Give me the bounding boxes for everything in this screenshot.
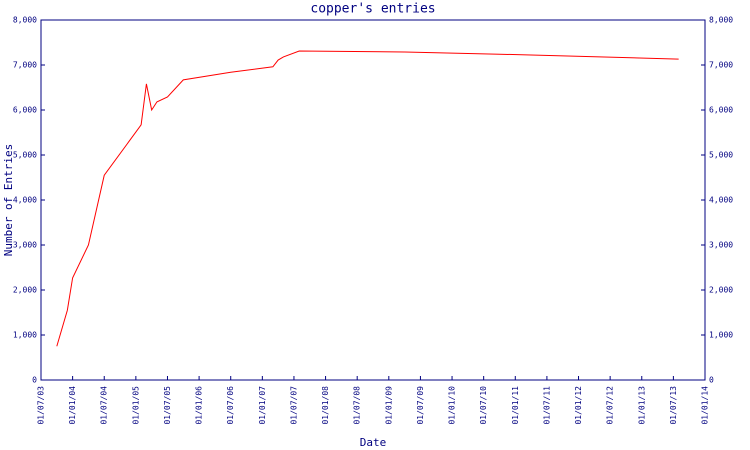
x-tick-label: 01/07/07 bbox=[289, 386, 298, 425]
y-tick-label: 1,000 bbox=[13, 331, 37, 340]
x-tick-label: 01/07/10 bbox=[479, 386, 488, 425]
chart-title: copper's entries bbox=[310, 2, 435, 17]
x-tick-label: 01/01/12 bbox=[574, 386, 583, 425]
y2-tick-label: 1,000 bbox=[709, 331, 733, 340]
x-tick-label: 01/07/11 bbox=[542, 386, 551, 425]
x-tick-label: 01/07/04 bbox=[100, 386, 109, 425]
x-tick-label: 01/01/04 bbox=[68, 386, 77, 425]
data-line bbox=[56, 50, 679, 347]
x-tick-label: 01/01/08 bbox=[321, 386, 330, 425]
y-tick-label: 8,000 bbox=[13, 16, 37, 25]
x-axis-label: Date bbox=[360, 436, 387, 449]
x-tick-label: 01/01/07 bbox=[258, 386, 267, 425]
x-tick-label: 01/01/11 bbox=[511, 386, 520, 425]
y-tick-label: 4,000 bbox=[13, 196, 37, 205]
y2-tick-label: 4,000 bbox=[709, 196, 733, 205]
y-tick-label: 2,000 bbox=[13, 286, 37, 295]
y2-tick-label: 0 bbox=[709, 376, 714, 385]
y2-tick-label: 5,000 bbox=[709, 151, 733, 160]
x-tick-label: 01/01/06 bbox=[195, 386, 204, 425]
x-tick-label: 01/07/09 bbox=[416, 386, 425, 425]
y-tick-label: 6,000 bbox=[13, 106, 37, 115]
y2-tick-label: 8,000 bbox=[709, 16, 733, 25]
y-tick-label: 7,000 bbox=[13, 61, 37, 70]
x-tick-label: 01/07/03 bbox=[37, 386, 46, 425]
y2-tick-label: 7,000 bbox=[709, 61, 733, 70]
y2-tick-label: 2,000 bbox=[709, 286, 733, 295]
y-tick-label: 0 bbox=[32, 376, 37, 385]
x-tick-label: 01/07/08 bbox=[353, 386, 362, 425]
x-tick-label: 01/01/10 bbox=[448, 386, 457, 425]
x-tick-label: 01/01/13 bbox=[637, 386, 646, 425]
x-tick-label: 01/01/14 bbox=[701, 386, 710, 425]
x-tick-label: 01/01/09 bbox=[384, 386, 393, 425]
x-tick-label: 01/07/13 bbox=[669, 386, 678, 425]
y-axis-label: Number of Entries bbox=[2, 144, 15, 257]
x-tick-label: 01/07/12 bbox=[606, 386, 615, 425]
y-tick-label: 3,000 bbox=[13, 241, 37, 250]
x-tick-label: 01/07/06 bbox=[226, 386, 235, 425]
plot-frame bbox=[40, 19, 706, 381]
y2-tick-label: 3,000 bbox=[709, 241, 733, 250]
y2-tick-label: 6,000 bbox=[709, 106, 733, 115]
y-tick-label: 5,000 bbox=[13, 151, 37, 160]
x-tick-label: 01/07/05 bbox=[163, 386, 172, 425]
x-tick-label: 01/01/05 bbox=[131, 386, 140, 425]
